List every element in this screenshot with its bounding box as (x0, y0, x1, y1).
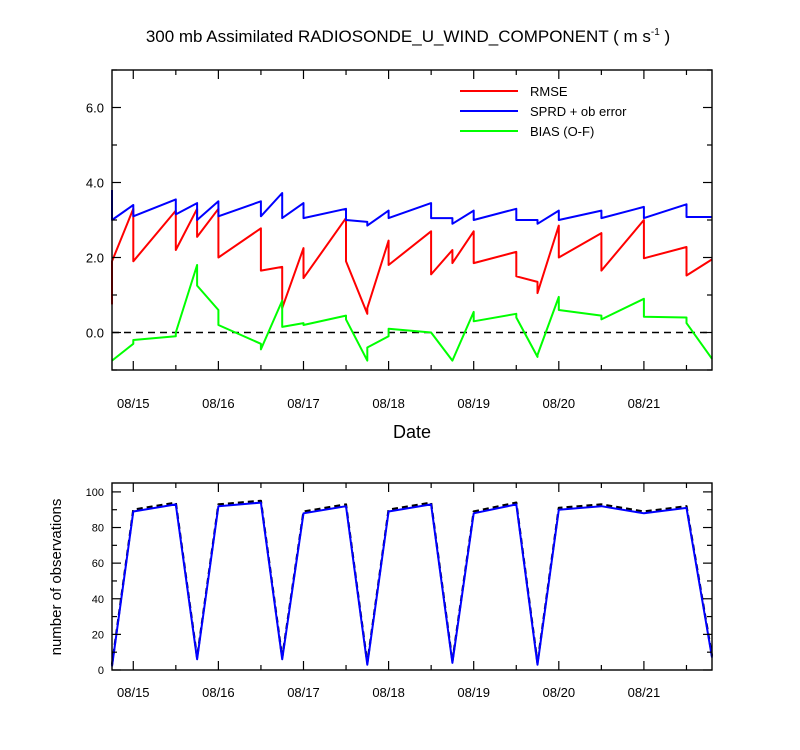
y-tick-label: 0 (98, 665, 104, 677)
x-tick-label: 08/16 (202, 685, 235, 700)
y-tick-label: 6.0 (86, 101, 104, 116)
legend-label: SPRD + ob error (530, 104, 627, 119)
x-tick-label: 08/18 (372, 685, 405, 700)
x-tick-label: 08/17 (287, 685, 320, 700)
y-tick-label: 2.0 (86, 251, 104, 266)
y-tick-label: 0.0 (86, 326, 104, 341)
series-line-rmse (111, 207, 713, 315)
y-tick-label: 20 (92, 629, 104, 641)
bottom-plot-frame (111, 482, 713, 671)
top-series-lines (111, 190, 713, 362)
legend-label: RMSE (530, 84, 568, 99)
top-panel: RMSE SPRD + ob error BIAS (O-F) 08/15 08/16… (86, 69, 713, 442)
bottom-panel: 08/15 08/16 08/17 08/18 08/19 08/20 08/21 0 20 40… (48, 482, 714, 700)
y-tick-label: 40 (92, 594, 104, 606)
title-end: ) (660, 27, 670, 46)
series-line-possible (110, 499, 714, 665)
x-tick-label: 08/15 (117, 396, 150, 411)
y-axis-title-observations: number of observations (48, 499, 65, 656)
x-tick-label: 08/16 (202, 396, 235, 411)
bottom-series-lines (110, 499, 714, 667)
y-tick-label: 60 (92, 558, 104, 570)
x-tick-label: 08/19 (457, 396, 490, 411)
x-axis-title: Date (393, 422, 431, 442)
x-tick-label: 08/17 (287, 396, 320, 411)
x-tick-label: 08/20 (543, 685, 576, 700)
x-tick-label: 08/21 (628, 396, 661, 411)
legend: RMSE SPRD + ob error BIAS (O-F) (460, 84, 627, 139)
series-line-sprd-ob-error (111, 190, 712, 227)
legend-label: BIAS (O-F) (530, 124, 594, 139)
x-tick-label: 08/18 (372, 396, 405, 411)
x-tick-label: 08/21 (628, 685, 661, 700)
series-line-used (111, 501, 713, 667)
title-superscript: -1 (651, 27, 660, 38)
top-axis-ticks: 08/15 08/16 08/17 08/18 08/19 08/20 08/21 0.0 2.… (86, 69, 712, 411)
chart-title: 300 mb Assimilated RADIOSONDE_U_WIND_COM… (146, 27, 670, 46)
y-tick-label: 4.0 (86, 176, 104, 191)
y-tick-label: 80 (92, 523, 104, 535)
x-tick-label: 08/15 (117, 685, 150, 700)
title-main: 300 mb Assimilated RADIOSONDE_U_WIND_COM… (146, 27, 651, 46)
series-line-bias-o-f (111, 264, 713, 362)
x-tick-label: 08/20 (543, 396, 576, 411)
x-tick-label: 08/19 (457, 685, 490, 700)
y-tick-label: 100 (86, 487, 104, 499)
bottom-axis-ticks: 08/15 08/16 08/17 08/18 08/19 08/20 08/21 0 20 40… (86, 483, 712, 700)
